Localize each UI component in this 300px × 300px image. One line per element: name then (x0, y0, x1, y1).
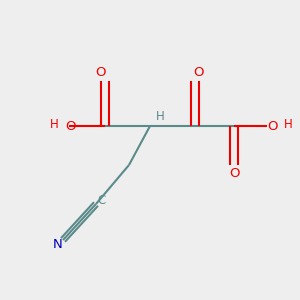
Text: O: O (65, 119, 76, 133)
Text: N: N (53, 238, 62, 251)
Text: H: H (284, 118, 292, 131)
Text: O: O (229, 167, 239, 180)
Text: C: C (97, 194, 106, 207)
Text: O: O (267, 119, 278, 133)
Text: O: O (95, 66, 106, 79)
Text: H: H (156, 110, 165, 124)
Text: O: O (193, 66, 203, 79)
Text: H: H (50, 118, 58, 131)
